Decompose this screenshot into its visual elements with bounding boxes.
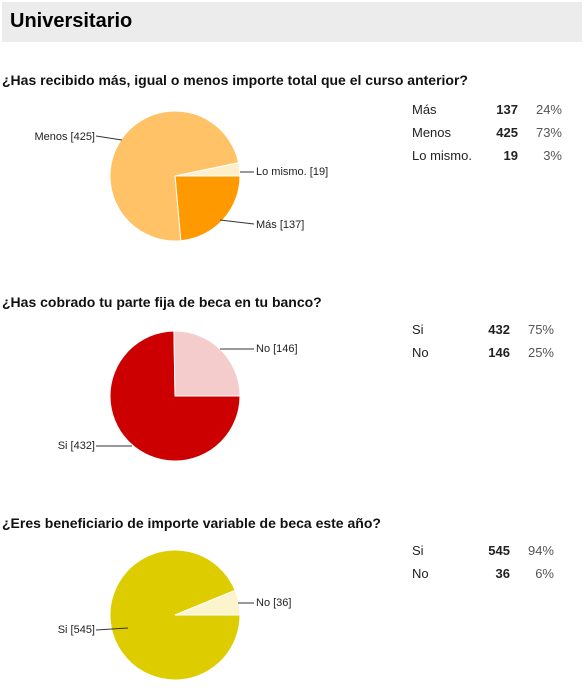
summary-option: No [412,345,429,360]
summary-option: Si [412,322,424,337]
pie-chart-2: Si [432] No [146] [58,330,298,462]
pie-slice-menos [109,110,240,242]
pie-slice-no [174,589,241,616]
slice-label: Si [432] [58,440,95,452]
summary-percent: 75% [527,322,554,337]
section-header: Universitario [2,2,582,42]
summary-percent: 24% [535,102,562,117]
summary-row: Si 432 75% [412,318,554,341]
summary-table-2: Si 432 75% No 146 25% [412,318,554,364]
summary-row: Más 137 24% [412,98,562,121]
summary-percent: 25% [527,345,554,360]
summary-count: 545 [488,543,510,558]
summary-count: 19 [503,148,518,163]
summary-option: Lo mismo. [412,148,472,163]
summary-table-1: Más 137 24% Menos 425 73% Lo mismo. 19 3% [412,98,562,167]
slice-label: Menos [425] [34,131,95,143]
summary-row: No 146 25% [412,341,554,364]
summary-count: 137 [496,102,518,117]
slice-label: Más [137] [256,219,304,231]
section-title: Universitario [10,10,133,32]
slice-label: Si [545] [58,624,95,636]
summary-count: 432 [488,322,510,337]
summary-option: Si [412,543,424,558]
pie-slice-no [173,330,241,397]
summary-count: 36 [495,566,510,581]
summary-option: Más [412,102,437,117]
pie-slice-lo-mismo [174,162,241,177]
summary-percent: 3% [543,148,562,163]
slice-label: No [146] [256,343,298,355]
pie-chart-1: Más [137] Menos [425] Lo mismo. [19] [34,110,328,242]
summary-table-3: Si 545 94% No 36 6% [412,539,554,585]
slice-label-leader [95,135,123,141]
summary-row: Menos 425 73% [412,121,562,144]
summary-option: No [412,566,429,581]
summary-percent: 94% [527,543,554,558]
slice-label: No [36] [256,597,291,609]
question-1-title: ¿Has recibido más, igual o menos importe… [2,72,468,88]
summary-count: 425 [496,125,518,140]
summary-percent: 73% [535,125,562,140]
slice-label-leader [95,627,129,631]
summary-count: 146 [488,345,510,360]
slice-label: Lo mismo. [19] [256,166,328,178]
summary-row: No 36 6% [412,562,554,585]
summary-option: Menos [412,125,452,140]
question-2-title: ¿Has cobrado tu parte fija de beca en tu… [2,294,322,310]
summary-percent: 6% [535,566,554,581]
question-3-title: ¿Eres beneficiario de importe variable d… [2,515,381,531]
pie-slice-m-s [174,175,241,242]
pie-chart-3: Si [545] No [36] [58,549,291,681]
pie-slice-si [109,330,241,462]
summary-row: Lo mismo. 19 3% [412,144,562,167]
summary-row: Si 545 94% [412,539,554,562]
slice-label-leader [219,219,255,225]
